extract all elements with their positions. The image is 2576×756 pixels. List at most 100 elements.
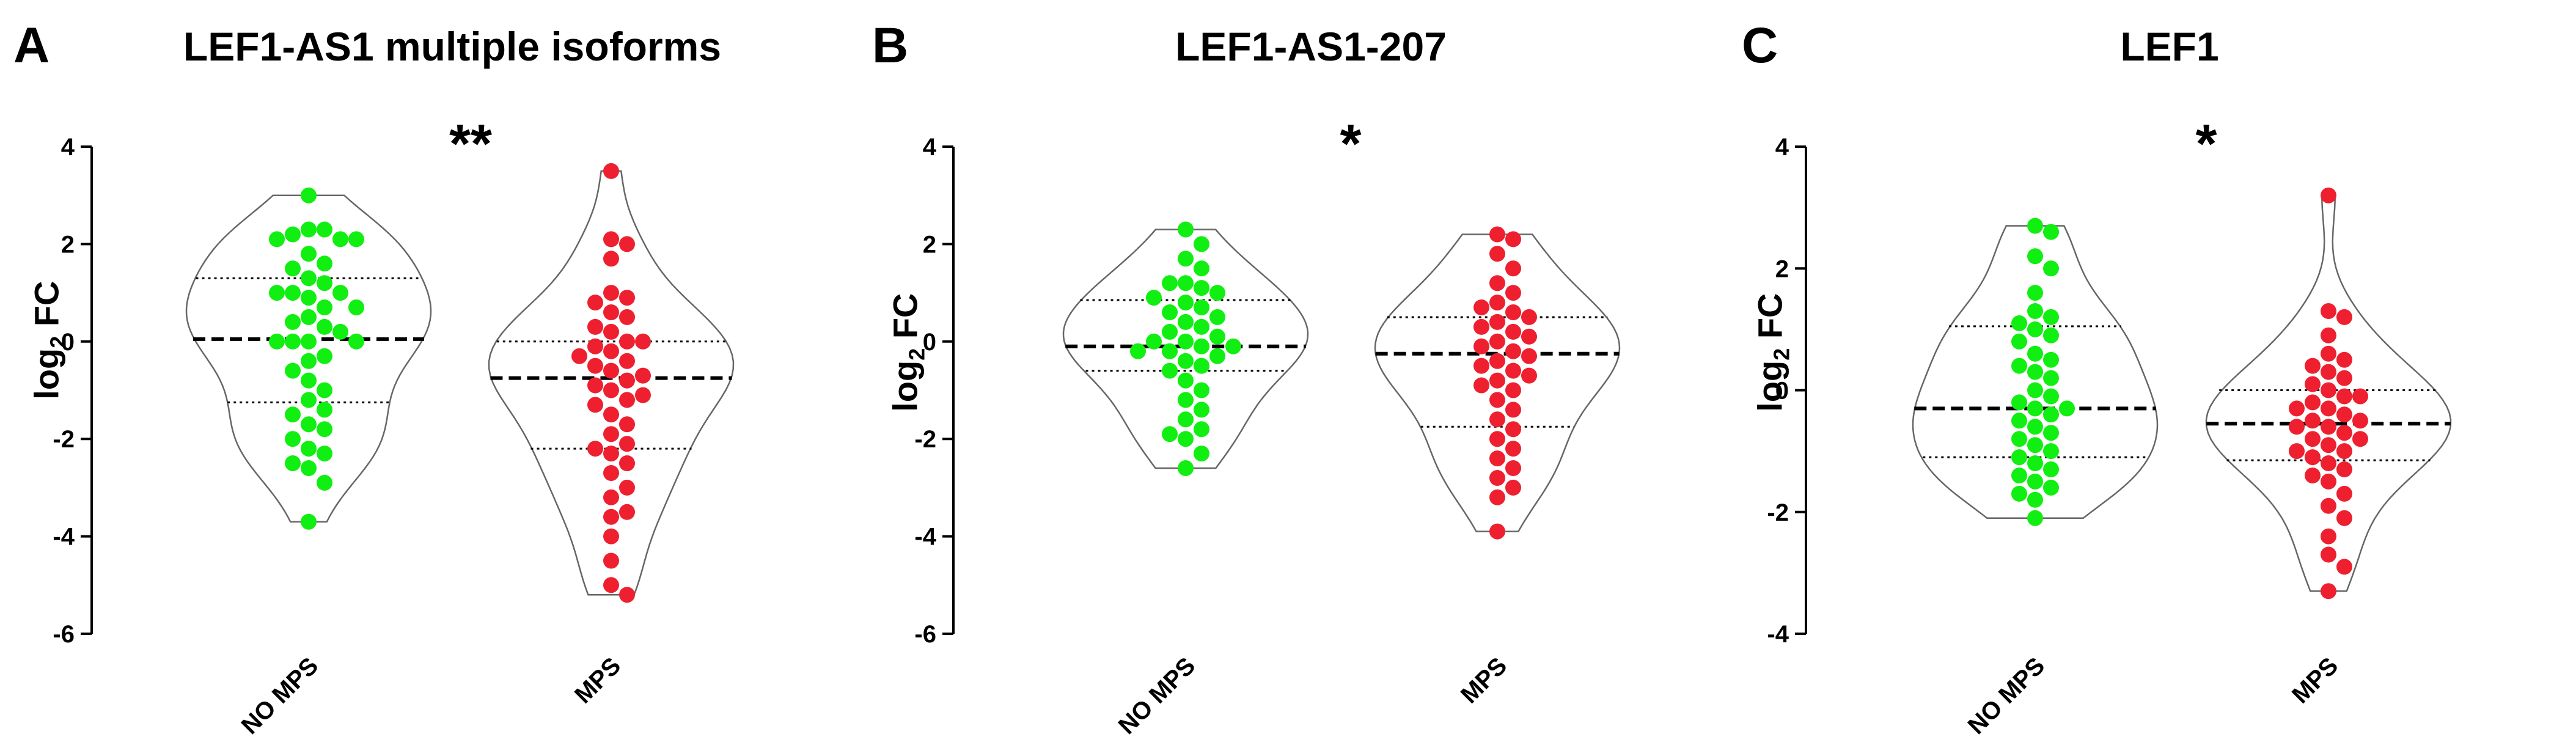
- data-point: [587, 338, 603, 354]
- data-point: [301, 441, 317, 457]
- y-tick-label: 4: [923, 134, 937, 161]
- data-point: [2289, 443, 2305, 460]
- y-tick-label: -2: [1767, 499, 1789, 526]
- panel-title: LEF1-AS1-207: [1175, 24, 1447, 69]
- data-point: [2336, 485, 2352, 502]
- data-point: [2027, 400, 2043, 417]
- data-point: [2027, 285, 2043, 301]
- data-point: [269, 231, 285, 248]
- data-point: [1505, 285, 1521, 301]
- data-point: [603, 343, 619, 359]
- data-point: [301, 309, 317, 325]
- data-point: [587, 377, 603, 394]
- data-point: [1178, 372, 1194, 389]
- data-point: [1473, 377, 1489, 394]
- x-category-label: MPS: [2287, 652, 2343, 708]
- data-point: [587, 295, 603, 310]
- x-category-label: NO MPS: [1963, 652, 2050, 739]
- data-point: [1489, 431, 1505, 447]
- data-point: [301, 246, 317, 262]
- data-point: [1505, 421, 1521, 438]
- data-point: [603, 528, 619, 545]
- data-point: [2336, 370, 2352, 386]
- panel-letter: A: [13, 18, 50, 73]
- data-point: [2043, 370, 2059, 386]
- data-point: [2321, 419, 2336, 435]
- data-point: [603, 382, 619, 398]
- data-point: [1505, 343, 1521, 359]
- data-point: [1162, 343, 1178, 359]
- data-point: [2027, 455, 2043, 471]
- data-point: [1521, 328, 1537, 345]
- data-point: [2059, 400, 2075, 417]
- data-point: [285, 431, 301, 447]
- data-point: [2352, 388, 2368, 405]
- data-point: [2011, 315, 2027, 331]
- data-point: [1505, 231, 1521, 248]
- data-point: [2305, 413, 2321, 429]
- data-point: [603, 508, 619, 525]
- panel-c: C LEF1 log2 FC * 4 2 0 -2 -4 NO MPS MPS: [1717, 0, 2576, 756]
- data-point: [317, 318, 332, 335]
- data-point: [1146, 290, 1162, 306]
- data-point: [2043, 309, 2059, 325]
- data-point: [603, 323, 619, 340]
- y-tick-label: 2: [1775, 255, 1789, 282]
- y-tick-label: -2: [53, 426, 75, 453]
- x-category-label: MPS: [1456, 652, 1512, 708]
- data-point: [2336, 309, 2352, 325]
- violin-outline: [1062, 229, 1309, 469]
- data-point: [1489, 411, 1505, 428]
- data-point: [1194, 382, 1209, 398]
- data-point: [2011, 449, 2027, 466]
- data-point: [2289, 400, 2305, 417]
- data-point: [635, 367, 651, 384]
- data-point: [2305, 358, 2321, 374]
- data-point: [2321, 546, 2336, 563]
- data-point: [301, 372, 317, 389]
- data-point: [285, 406, 301, 423]
- data-point: [2336, 388, 2352, 405]
- data-point: [603, 465, 619, 481]
- data-point: [301, 333, 317, 350]
- data-point: [603, 552, 619, 569]
- data-point: [2321, 382, 2336, 398]
- data-point: [269, 285, 285, 301]
- data-point: [301, 513, 317, 530]
- data-point: [2027, 321, 2043, 337]
- data-point: [1209, 309, 1225, 325]
- y-tick-label: 4: [1775, 134, 1789, 161]
- data-point: [301, 221, 317, 238]
- data-point: [1209, 328, 1225, 345]
- data-point: [2321, 473, 2336, 490]
- panel-letter: B: [872, 18, 909, 73]
- data-point: [619, 392, 635, 408]
- data-point: [2336, 406, 2352, 423]
- data-point: [1146, 333, 1162, 350]
- data-point: [1194, 358, 1209, 374]
- data-point: [317, 382, 332, 398]
- data-point: [285, 333, 301, 350]
- data-point: [2336, 510, 2352, 526]
- data-point: [317, 421, 332, 438]
- data-point: [1505, 260, 1521, 277]
- data-point: [1489, 450, 1505, 467]
- data-point: [332, 285, 348, 301]
- data-point: [1130, 343, 1146, 359]
- data-point: [1489, 333, 1505, 350]
- y-tick-label: -4: [53, 524, 75, 551]
- data-point: [2321, 400, 2336, 417]
- data-point: [2321, 303, 2336, 319]
- y-tick-label: -4: [1767, 621, 1789, 648]
- data-point: [603, 285, 619, 301]
- data-point: [2321, 364, 2336, 380]
- data-point: [1194, 280, 1209, 296]
- data-point: [285, 455, 301, 471]
- data-point: [301, 270, 317, 287]
- data-point: [317, 275, 332, 292]
- data-point: [2352, 413, 2368, 429]
- data-point: [587, 441, 603, 457]
- data-point: [269, 333, 285, 350]
- data-point: [2321, 528, 2336, 545]
- x-category-label: NO MPS: [237, 652, 324, 739]
